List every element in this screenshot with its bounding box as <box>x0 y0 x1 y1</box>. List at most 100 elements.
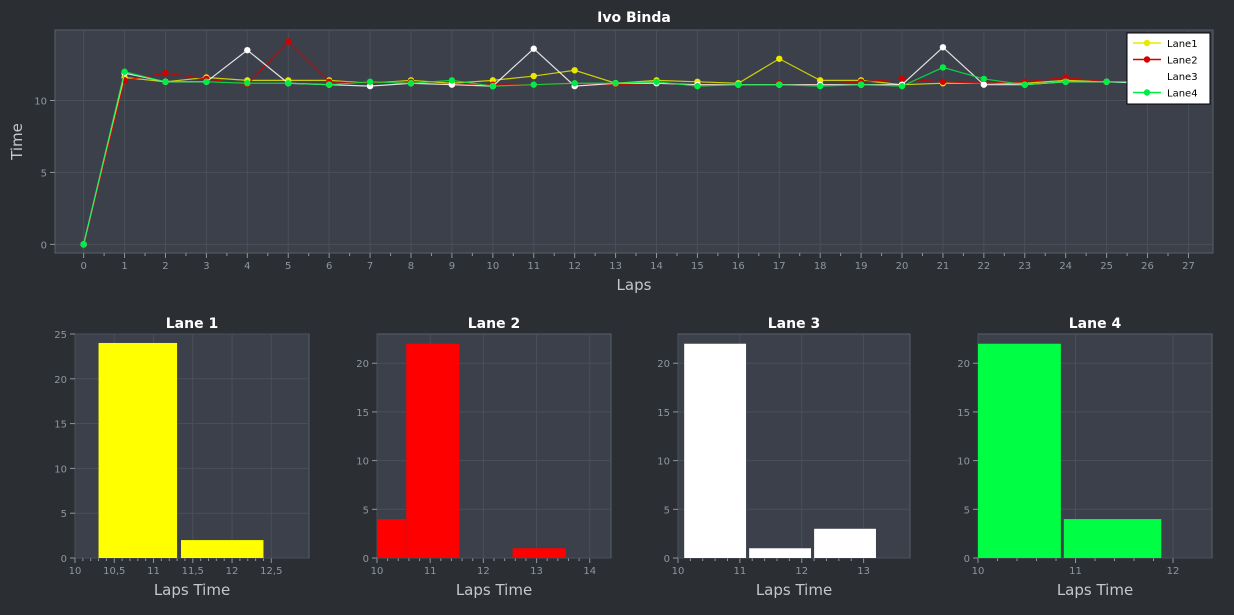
x-axis-label: Laps Time <box>154 581 230 599</box>
legend-label: Lane3 <box>1167 72 1198 83</box>
data-point <box>530 72 537 80</box>
data-point <box>571 67 578 74</box>
x-tick-label: 23 <box>1018 261 1031 272</box>
histogram-bar <box>98 342 178 558</box>
data-point <box>939 64 947 71</box>
x-tick-label: 15 <box>691 261 704 272</box>
data-point <box>1021 81 1028 88</box>
legend-label: Lane1 <box>1167 39 1198 50</box>
y-tick-label: 15 <box>957 408 970 419</box>
x-tick-label: 19 <box>855 261 868 272</box>
y-tick-label: 0 <box>664 554 670 565</box>
x-tick-label: 2 <box>162 261 168 272</box>
data-point <box>80 241 87 248</box>
y-tick-label: 0 <box>363 554 369 565</box>
chart-title: Lane 3 <box>768 316 820 332</box>
data-point <box>489 82 497 90</box>
data-point <box>530 45 537 52</box>
x-tick-label: 12 <box>477 566 490 577</box>
data-point <box>530 81 537 88</box>
x-tick-label: 10 <box>972 566 985 577</box>
legend-swatch-marker <box>1143 89 1151 96</box>
x-tick-label: 13 <box>857 566 870 577</box>
histogram-bar <box>814 528 876 558</box>
legend-swatch-marker <box>1143 39 1151 47</box>
legend-swatch-marker <box>1143 56 1151 63</box>
y-tick-label: 5 <box>61 509 67 520</box>
data-point <box>244 46 251 54</box>
y-tick-label: 20 <box>957 359 970 370</box>
data-point <box>121 68 128 75</box>
histogram-bar <box>377 519 407 558</box>
data-point <box>898 75 906 83</box>
x-tick-label: 11 <box>1069 566 1082 577</box>
legend: Lane1 Lane2 Lane3 Lane4 <box>1126 32 1211 105</box>
y-tick-label: 10 <box>54 464 67 475</box>
y-tick-label: 20 <box>356 359 369 370</box>
data-point <box>1103 78 1110 85</box>
x-tick-label: 11 <box>147 566 160 577</box>
x-tick-label: 10,5 <box>103 566 125 577</box>
x-tick-label: 12,5 <box>260 566 282 577</box>
x-tick-label: 25 <box>1100 261 1113 272</box>
histogram-bar <box>684 343 747 558</box>
x-tick-label: 3 <box>203 261 209 272</box>
histogram-bar <box>406 343 460 558</box>
y-tick-label: 15 <box>657 408 670 419</box>
plot-background <box>54 29 1214 254</box>
x-tick-label: 24 <box>1059 261 1072 272</box>
legend-label: Lane2 <box>1167 56 1198 67</box>
data-point <box>653 78 660 85</box>
y-tick-label: 0 <box>964 554 970 565</box>
chart-title: Ivo Binda <box>597 10 671 26</box>
y-tick-label: 5 <box>363 505 369 516</box>
y-tick-label: 10 <box>34 96 47 107</box>
x-tick-label: 4 <box>244 261 250 272</box>
y-tick-label: 0 <box>41 240 47 251</box>
laps-time-line-chart: 0 1 2 3 4 5 6 7 8 9 10 11 12 13 14 15 16 17 18 19 20 21 22 23 24… <box>8 10 1214 294</box>
data-point <box>244 80 251 87</box>
legend-swatch-marker <box>1143 72 1151 80</box>
x-tick-label: 0 <box>80 261 86 272</box>
y-tick-label: 20 <box>657 359 670 370</box>
legend-label: Lane4 <box>1167 89 1198 100</box>
data-point <box>980 81 988 88</box>
data-point <box>162 69 169 77</box>
x-tick-label: 1 <box>121 261 127 272</box>
x-tick-label: 21 <box>937 261 950 272</box>
x-tick-label: 8 <box>408 261 414 272</box>
x-tick-label: 26 <box>1141 261 1154 272</box>
x-tick-label: 11 <box>527 261 540 272</box>
lane-1-histogram: 10 10,5 11 11,5 12 12,5 0 5 10 15 20 25 Lane 1 Laps T… <box>54 316 310 599</box>
data-point <box>571 80 578 87</box>
data-point <box>162 78 169 85</box>
y-tick-label: 10 <box>957 457 970 468</box>
lane-4-histogram: 10 11 12 0 5 10 15 20 Lane 4 Laps Time <box>957 316 1213 599</box>
y-tick-label: 25 <box>54 330 67 341</box>
x-tick-label: 16 <box>732 261 745 272</box>
data-point <box>816 82 824 90</box>
data-point <box>776 55 783 62</box>
x-tick-label: 14 <box>583 566 596 577</box>
x-tick-label: 5 <box>285 261 291 272</box>
x-tick-label: 10 <box>672 566 685 577</box>
x-tick-label: 11 <box>733 566 746 577</box>
histogram-bar <box>749 548 812 558</box>
lane-2-histogram: 10 11 12 13 14 0 5 10 15 20 Lane 2 Laps Time <box>356 316 612 599</box>
x-axis-label: Laps Time <box>456 581 532 599</box>
chart-title: Lane 1 <box>166 316 218 332</box>
data-point <box>325 81 333 88</box>
histogram-bar <box>1063 519 1162 558</box>
data-point <box>285 38 292 45</box>
x-tick-label: 10 <box>486 261 499 272</box>
data-point <box>285 80 292 87</box>
histogram-bar <box>512 548 566 558</box>
x-tick-label: 22 <box>977 261 990 272</box>
data-point <box>735 81 742 88</box>
data-point <box>776 81 783 88</box>
chart-title: Lane 2 <box>468 316 520 332</box>
x-tick-label: 6 <box>326 261 332 272</box>
data-point <box>980 75 988 83</box>
